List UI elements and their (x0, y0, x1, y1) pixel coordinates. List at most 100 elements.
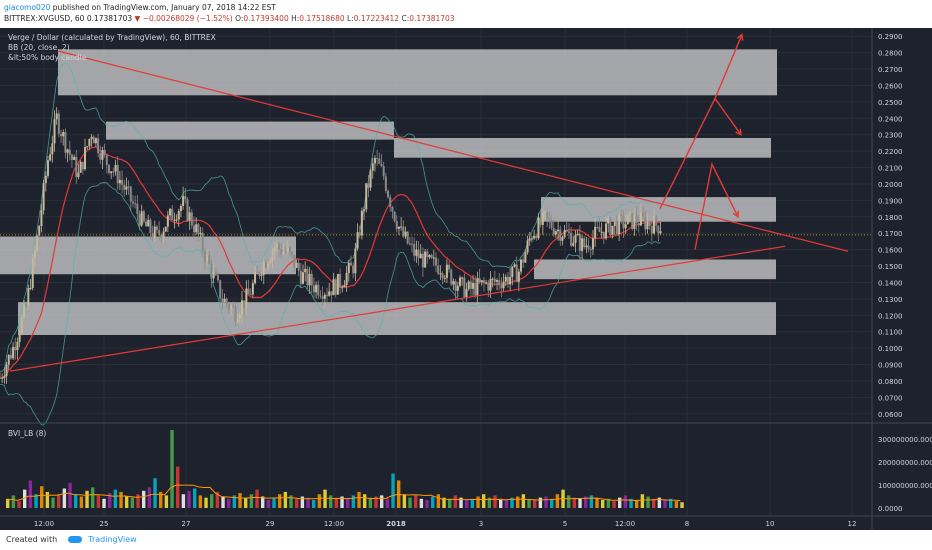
candle-body (208, 255, 211, 264)
volume-bar (323, 489, 327, 508)
candle-body (88, 139, 91, 147)
volume-bar (153, 478, 157, 508)
candle-body (131, 201, 134, 204)
candle-body (299, 270, 302, 284)
candle-body (655, 216, 658, 226)
candle-body (629, 213, 632, 216)
candle-body (234, 306, 237, 322)
author-link[interactable]: giacomo020 (4, 3, 51, 12)
candle-body (611, 225, 614, 236)
candle-body (485, 282, 488, 284)
candle-body (332, 279, 335, 296)
volume-bar (589, 495, 594, 508)
candle-body (570, 232, 573, 246)
price-tick-label: 0.2000 (878, 181, 903, 189)
volume-tick-label: 100000000.0000 (878, 482, 932, 490)
low-value: 0.17223412 (353, 14, 400, 23)
candle-body (620, 215, 623, 217)
candle-body (27, 288, 30, 307)
price-tick-label: 0.1800 (878, 214, 903, 222)
zone-rect (534, 259, 776, 280)
candle-body (650, 226, 653, 234)
candle-body (94, 138, 97, 144)
volume-bar (204, 497, 208, 508)
time-axis: 12:00 25 27 29 12:00 2018 3 5 12:00 8 10 12 (34, 520, 857, 528)
candle-body (321, 296, 324, 299)
tradingview-link[interactable]: TradingView (88, 535, 137, 544)
candle-body (306, 268, 309, 286)
candle-body (110, 171, 113, 174)
volume-bar (68, 482, 72, 508)
candle-body (125, 186, 128, 190)
candle-body (574, 235, 577, 243)
candle-body (493, 278, 496, 282)
ohlc-line: BITTREX:XVGUSD, 60 0.17381703 ▼ −0.00268… (4, 14, 455, 23)
candle-body (210, 263, 213, 279)
chart-area[interactable]: 0.2900 0.2800 0.2700 0.2600 0.2500 0.2400 0.23… (0, 28, 932, 530)
candle-body (596, 226, 599, 228)
high-value: 0.17518680 (299, 14, 345, 23)
candle-body (315, 284, 318, 293)
candle-body (565, 230, 568, 232)
candle-body (356, 232, 359, 249)
price-tick-label: 0.2500 (878, 99, 903, 107)
chart-canvas[interactable]: 0.2900 0.2800 0.2700 0.2600 0.2500 0.2400 0.23… (0, 28, 932, 530)
candle-body (101, 149, 104, 160)
price-candles (0, 107, 662, 384)
candle-body (197, 224, 200, 235)
tradingview-logo-icon (67, 536, 82, 543)
zone-rect (58, 49, 777, 96)
candle-body (522, 259, 525, 263)
candle-body (64, 132, 67, 153)
volume-bar (176, 466, 180, 508)
zone-rect (541, 197, 776, 222)
volume-bar (193, 488, 197, 508)
candle-body (14, 346, 17, 351)
price-tick-label: 0.0800 (878, 378, 903, 386)
price-axis: 0.2900 0.2800 0.2700 0.2600 0.2500 0.2400 0.23… (0, 28, 932, 530)
bb-lower-line (0, 182, 661, 426)
candle-body (524, 252, 527, 263)
volume-bar (300, 496, 305, 508)
candle-body (206, 255, 209, 262)
volume-bar (533, 499, 537, 508)
candle-body (456, 285, 459, 291)
candle-body (103, 149, 106, 156)
candle-body (162, 231, 165, 239)
price-tick-label: 0.1000 (878, 345, 903, 353)
candle-body (576, 233, 579, 236)
candle-body (406, 231, 409, 244)
trendlines (0, 33, 872, 372)
candle-body (149, 219, 152, 233)
candle-body (639, 212, 642, 226)
candle-body (280, 249, 283, 255)
candle-body (506, 276, 509, 285)
candle-body (129, 186, 132, 202)
candle-body (225, 298, 228, 304)
volume-bar (96, 495, 101, 508)
candle-body (262, 262, 265, 275)
candle-body (304, 268, 307, 273)
trendline (57, 50, 849, 252)
candle-body (114, 165, 117, 172)
candle-body (417, 249, 420, 259)
candle-body (458, 277, 461, 286)
candle-body (184, 196, 187, 200)
volume-bar (448, 498, 452, 508)
candle-body (631, 213, 634, 229)
candle-body (53, 119, 56, 144)
footer-bar: Created with TradingView (0, 530, 932, 550)
candle-body (134, 203, 137, 205)
volume-bar (578, 498, 582, 508)
candle-body (615, 221, 618, 234)
candle-body (118, 179, 121, 184)
candle-body (319, 295, 322, 297)
candle-body (367, 183, 370, 188)
projection-arrow (714, 98, 742, 136)
price-change: −0.00268029 (−1.52%) (142, 14, 233, 23)
candle-body (38, 225, 41, 236)
candle-body (443, 277, 446, 279)
candle-body (487, 282, 490, 291)
candle-body (622, 215, 625, 229)
candle-body (334, 279, 337, 295)
